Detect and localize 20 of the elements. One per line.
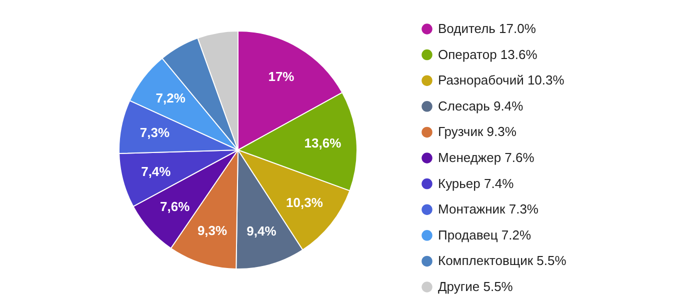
data-label: 17% <box>268 68 295 84</box>
data-label: 9,4% <box>246 224 277 239</box>
legend-label: Менеджер 7.6% <box>438 150 535 165</box>
data-label: 7,3% <box>140 125 170 140</box>
data-label: 7,4% <box>141 164 172 180</box>
legend-label: Курьер 7.4% <box>438 176 514 191</box>
legend-label: Оператор 13.6% <box>438 46 538 62</box>
legend-label: Комплектовщик 5.5% <box>438 253 567 268</box>
data-label: 7,6% <box>160 198 190 214</box>
legend-label: Водитель 17.0% <box>438 21 536 36</box>
legend-label: Другие 5.5% <box>438 279 514 294</box>
data-label: 9,3% <box>197 223 228 238</box>
data-label: 10,3% <box>286 194 324 210</box>
legend-label: Продавец 7.2% <box>438 227 532 242</box>
legend-label: Слесарь 9.4% <box>438 98 524 114</box>
legend-label: Грузчик 9.3% <box>438 124 517 140</box>
data-label: 7,2% <box>156 90 186 106</box>
data-label: 13,6% <box>304 135 342 150</box>
legend-label: Монтажник 7.3% <box>438 202 539 217</box>
legend-label: Разнорабочий 10.3% <box>438 72 565 88</box>
